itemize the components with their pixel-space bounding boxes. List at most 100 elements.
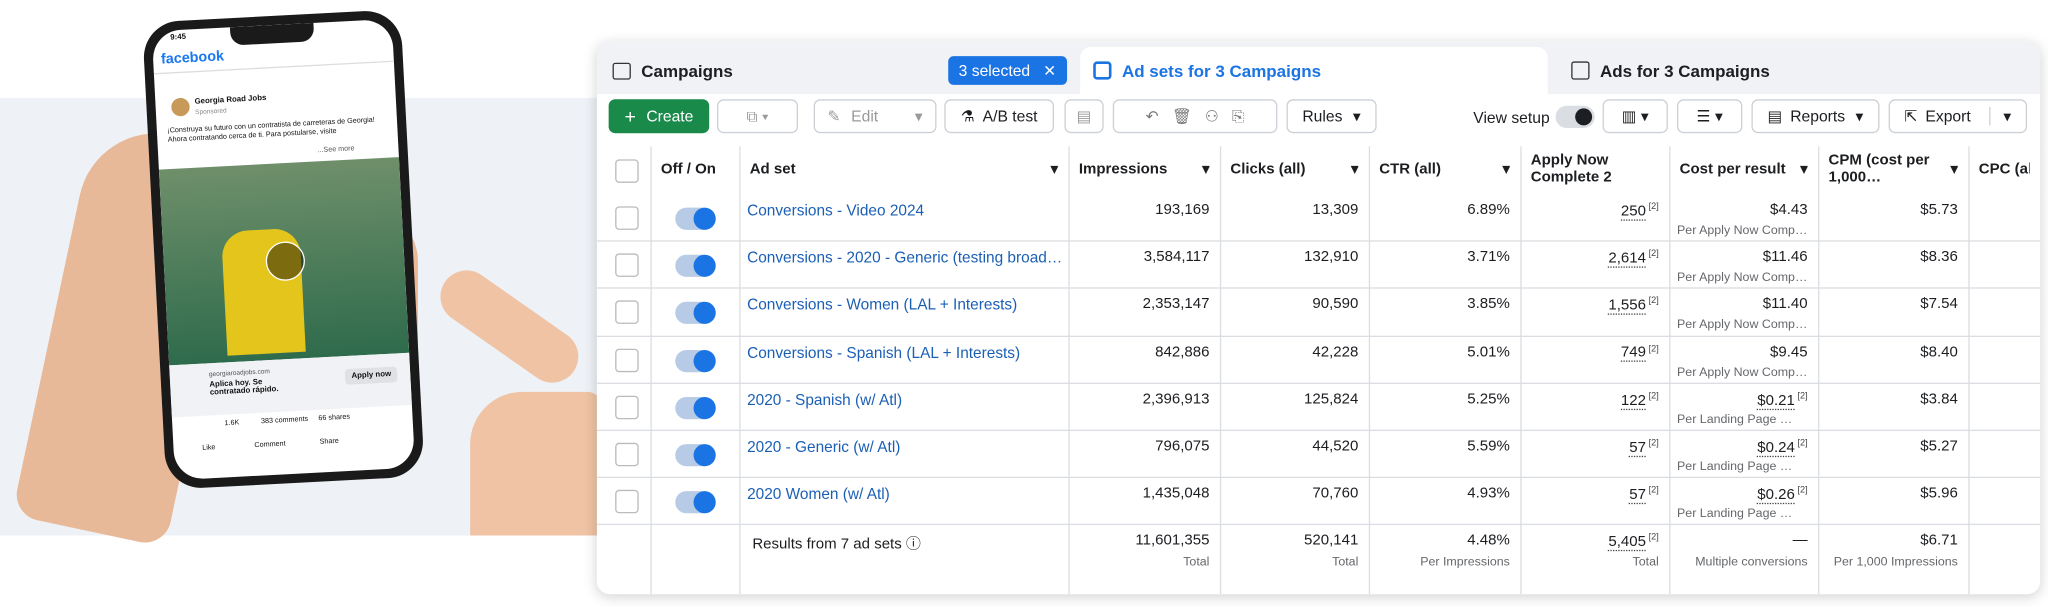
sponsored: Sponsored bbox=[194, 107, 227, 117]
export-button[interactable]: ⇱ Export ▾ bbox=[1888, 99, 2028, 134]
breakdown-button[interactable]: ☰ ▾ bbox=[1677, 99, 1743, 134]
see-more[interactable]: ...See more bbox=[317, 145, 355, 155]
cell-subtext: Per Landing Page … bbox=[1677, 507, 1793, 522]
results-value: 57 bbox=[1629, 487, 1646, 505]
create-button[interactable]: + Create bbox=[608, 99, 710, 134]
apply-button[interactable]: Apply now bbox=[344, 366, 399, 385]
tab-ad-sets[interactable]: Ad sets for 3 Campaigns bbox=[1080, 47, 1548, 95]
ad-set-link[interactable]: 2020 - Spanish (w/ Atl) bbox=[747, 390, 903, 409]
column-header[interactable]: CPM (cost per 1,000… ▾ bbox=[1829, 146, 1958, 193]
header-label: CPM (cost per 1,000… bbox=[1828, 152, 1930, 186]
row-checkbox[interactable] bbox=[615, 300, 639, 325]
cost-per-result: $11.46 bbox=[1669, 250, 1808, 266]
row-checkbox[interactable] bbox=[615, 348, 639, 372]
action[interactable]: Like bbox=[202, 443, 216, 453]
caret: ▾ bbox=[1352, 107, 1361, 126]
view-setup-toggle[interactable] bbox=[1555, 105, 1595, 128]
ctr-value: 6.89% bbox=[1467, 202, 1510, 219]
row-toggle[interactable] bbox=[675, 491, 716, 514]
row-divider bbox=[596, 524, 2041, 526]
header-label: Off / On bbox=[660, 161, 716, 177]
actions-group[interactable]: ↶ 🗑 ⚇ ⎘ bbox=[1112, 99, 1278, 134]
cost-per-result: $11.40 bbox=[1669, 297, 1808, 313]
button-label: A/B test bbox=[982, 107, 1038, 126]
columns-button[interactable]: ▥ ▾ bbox=[1602, 99, 1668, 134]
pin-button[interactable]: ▤ bbox=[1064, 99, 1104, 134]
icon: ⇱ bbox=[1904, 107, 1918, 126]
column-header[interactable]: Off / On bbox=[661, 146, 729, 193]
selected-chip[interactable]: 3 selected ✕ bbox=[948, 56, 1067, 85]
select-all-checkbox[interactable] bbox=[615, 159, 639, 183]
cost-per-result-value: $0.26 bbox=[1757, 487, 1795, 505]
column-header[interactable]: Clicks (all) ▾ bbox=[1230, 146, 1358, 193]
reports-button[interactable]: ▤ Reports ▾ bbox=[1751, 99, 1880, 134]
column-header[interactable]: Ad set ▾ bbox=[750, 146, 1058, 193]
view-setup-label: View setup bbox=[1473, 108, 1550, 127]
row-checkbox[interactable] bbox=[615, 206, 639, 230]
row-toggle[interactable] bbox=[675, 349, 716, 372]
flask-icon: ⚗ bbox=[960, 107, 975, 126]
cost-per-result: $4.43 bbox=[1669, 202, 1808, 218]
sort-caret[interactable]: ▾ bbox=[1351, 161, 1359, 177]
sort-caret[interactable]: ▾ bbox=[1502, 161, 1510, 177]
footnote: [2] bbox=[1648, 438, 1659, 448]
row-checkbox[interactable] bbox=[615, 395, 639, 419]
cost-per-result-value: $0.24 bbox=[1757, 439, 1795, 457]
sort-caret[interactable]: ▾ bbox=[1050, 161, 1058, 177]
ab-test-button[interactable]: ⚗ A/B test bbox=[944, 99, 1055, 134]
info-icon[interactable]: ⓘ bbox=[901, 537, 921, 553]
ad-set-link[interactable]: Conversions - Spanish (LAL + Interests) bbox=[747, 342, 1021, 362]
phone: 9:45 facebook Georgia Road Jobs Sponsore… bbox=[142, 9, 425, 490]
row-toggle[interactable] bbox=[675, 302, 716, 325]
tab-ads[interactable]: Ads for 3 Campaigns bbox=[1571, 47, 2028, 94]
column-header[interactable]: Impressions ▾ bbox=[1079, 146, 1210, 193]
button-label: Rules bbox=[1302, 107, 1343, 126]
total-clicks-value: 520,141 bbox=[1304, 533, 1359, 550]
ad-set-link[interactable]: Conversions - Women (LAL + Interests) bbox=[747, 295, 1018, 314]
cpm: $8.40 bbox=[1818, 344, 1958, 360]
row-toggle[interactable] bbox=[675, 207, 716, 230]
ctr-value: 5.01% bbox=[1467, 344, 1510, 360]
results: 57 [2] bbox=[1520, 486, 1659, 505]
cpm-value: $3.84 bbox=[1920, 391, 1958, 408]
row-checkbox[interactable] bbox=[615, 442, 639, 467]
app-logo: facebook bbox=[160, 48, 225, 68]
column-header[interactable]: CTR (all) ▾ bbox=[1379, 146, 1510, 193]
sort-caret[interactable]: ▾ bbox=[1950, 161, 1958, 177]
row-checkbox[interactable] bbox=[615, 490, 639, 514]
comments: 383 comments bbox=[260, 415, 309, 426]
duplicate-button[interactable]: ⧉ ▾ bbox=[717, 99, 799, 134]
results-value: 57 bbox=[1629, 439, 1646, 457]
clicks-value: 90,590 bbox=[1312, 296, 1359, 313]
column-header[interactable]: Cost per result ▾ bbox=[1680, 146, 1808, 193]
cpm-value: $8.40 bbox=[1920, 344, 1958, 360]
row-toggle[interactable] bbox=[675, 396, 716, 419]
total-ctr: 4.48% bbox=[1369, 533, 1510, 549]
clear-icon[interactable]: ✕ bbox=[1043, 61, 1057, 80]
row-toggle[interactable] bbox=[675, 444, 716, 467]
phone-screen: 9:45 facebook Georgia Road Jobs Sponsore… bbox=[151, 18, 416, 481]
total-impressions-value: 11,601,355 bbox=[1135, 533, 1210, 550]
edit-button[interactable]: ✎ Edit ▾ bbox=[813, 99, 937, 134]
rules-button[interactable]: Rules ▾ bbox=[1286, 99, 1377, 134]
ad-set-link[interactable]: 2020 Women (w/ Atl) bbox=[747, 484, 890, 504]
ad-set-link[interactable]: 2020 - Generic (w/ Atl) bbox=[747, 437, 901, 456]
cost-per-result: $0.26 [2] bbox=[1669, 486, 1808, 505]
column-header[interactable]: CPC (all bbox=[1979, 146, 2030, 193]
action[interactable]: Comment bbox=[254, 440, 286, 450]
footer-label: Results from 7 ad sets ⓘ bbox=[752, 533, 921, 554]
row-checkbox[interactable] bbox=[615, 253, 639, 278]
ad-set-link[interactable]: Conversions - Video 2024 bbox=[747, 201, 925, 220]
column-header[interactable]: Apply Now Complete 2 bbox=[1531, 146, 1659, 193]
action[interactable]: Share bbox=[319, 437, 340, 447]
ad-set-link[interactable]: Conversions - 2020 - Generic (testing br… bbox=[747, 248, 1061, 267]
cpm-value: $5.73 bbox=[1920, 202, 1958, 219]
footnote: [2] bbox=[1648, 344, 1659, 354]
cost-per-result-value: $9.45 bbox=[1770, 344, 1808, 360]
tab-campaigns[interactable]: Campaigns bbox=[612, 47, 1070, 94]
row-toggle[interactable] bbox=[675, 254, 716, 278]
cell-subtext: Per Landing Page … bbox=[1677, 412, 1793, 427]
sort-caret[interactable]: ▾ bbox=[1202, 161, 1210, 177]
sort-caret[interactable]: ▾ bbox=[1800, 161, 1808, 177]
